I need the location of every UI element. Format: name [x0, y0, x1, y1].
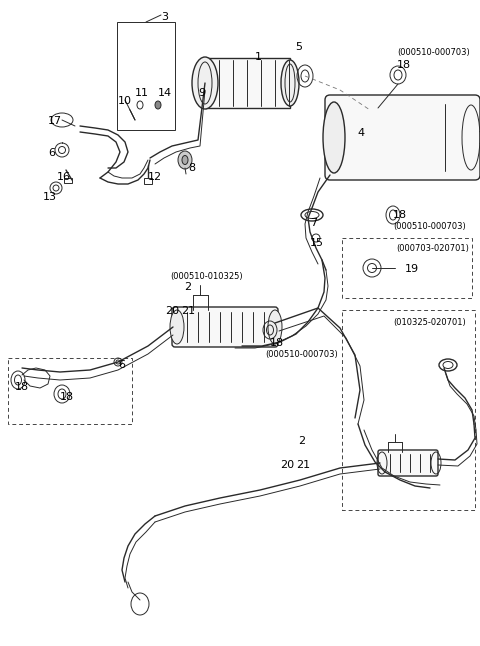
Text: 3: 3	[161, 12, 168, 22]
Text: 17: 17	[48, 116, 62, 126]
Text: 2: 2	[298, 436, 305, 446]
Text: (000510-010325): (000510-010325)	[170, 272, 242, 281]
Text: 1: 1	[255, 52, 262, 62]
Text: 14: 14	[158, 88, 172, 98]
Bar	[144, 178, 152, 184]
Bar	[342, 238, 472, 298]
Text: 19: 19	[405, 264, 419, 274]
Text: 20: 20	[280, 460, 294, 470]
Text: 11: 11	[135, 88, 149, 98]
Text: 13: 13	[43, 192, 57, 202]
Ellipse shape	[155, 101, 161, 109]
Text: 10: 10	[118, 96, 132, 106]
Ellipse shape	[178, 151, 192, 169]
Text: 12: 12	[148, 172, 162, 182]
Text: 18: 18	[15, 382, 29, 392]
FancyBboxPatch shape	[325, 95, 480, 180]
Text: (000510-000703): (000510-000703)	[265, 350, 338, 359]
FancyBboxPatch shape	[172, 307, 278, 347]
Text: 9: 9	[198, 88, 205, 98]
Text: 21: 21	[181, 306, 195, 316]
Text: 21: 21	[296, 460, 310, 470]
Text: 20: 20	[165, 306, 179, 316]
Text: (000510-000703): (000510-000703)	[397, 48, 470, 57]
Text: 15: 15	[310, 238, 324, 248]
Text: (000510-000703): (000510-000703)	[393, 222, 466, 231]
Bar	[342, 310, 475, 510]
Text: 6: 6	[48, 148, 55, 158]
Text: 4: 4	[357, 128, 364, 138]
Text: 8: 8	[188, 163, 195, 173]
Ellipse shape	[268, 310, 282, 344]
Text: (010325-020701): (010325-020701)	[393, 318, 466, 327]
Ellipse shape	[182, 156, 188, 165]
FancyBboxPatch shape	[378, 450, 438, 476]
Text: 18: 18	[270, 338, 284, 348]
Ellipse shape	[170, 310, 184, 344]
Text: 18: 18	[60, 392, 74, 402]
Bar	[8, 358, 132, 424]
Bar	[117, 22, 175, 130]
Text: 2: 2	[184, 282, 191, 292]
Text: 16: 16	[57, 172, 71, 182]
Ellipse shape	[323, 102, 345, 173]
Text: 6: 6	[118, 360, 125, 370]
Bar	[64, 178, 72, 183]
Text: (000703-020701): (000703-020701)	[396, 244, 469, 253]
Text: 18: 18	[393, 210, 407, 220]
Bar	[205, 58, 290, 108]
Text: 5: 5	[295, 42, 302, 52]
Ellipse shape	[192, 57, 218, 109]
Text: 18: 18	[397, 60, 411, 70]
Ellipse shape	[281, 60, 299, 106]
Text: 7: 7	[310, 218, 317, 228]
